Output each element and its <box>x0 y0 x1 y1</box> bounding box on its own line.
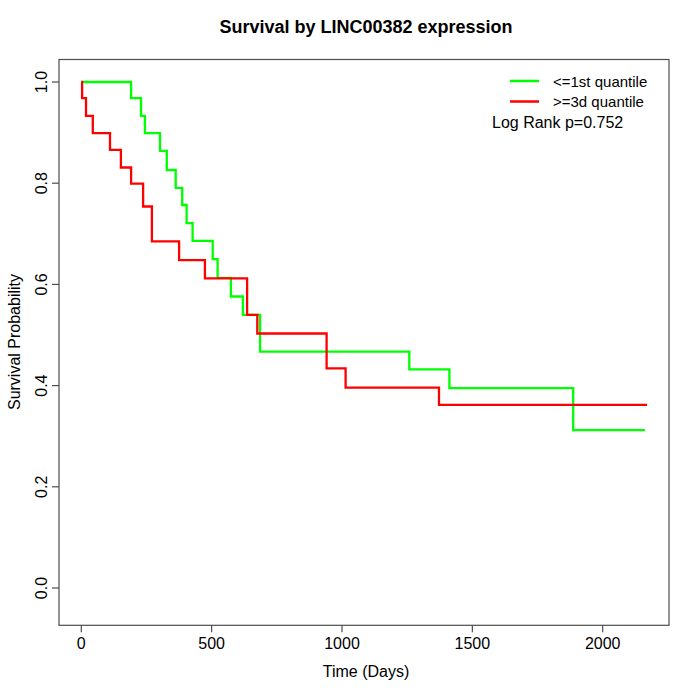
x-axis: 0 500 1000 1500 2000 <box>77 625 621 651</box>
x-axis-label: Time (Days) <box>323 663 410 680</box>
x-tick-label: 1500 <box>455 635 491 652</box>
y-tick-label: 1.0 <box>33 71 50 93</box>
x-tick-label: 500 <box>198 635 225 652</box>
plot-frame <box>59 60 669 626</box>
x-tick-label: 1000 <box>324 635 360 652</box>
y-tick-label: 0.2 <box>33 476 50 498</box>
x-tick-label: 2000 <box>585 635 621 652</box>
x-tick-label: 0 <box>77 635 86 652</box>
km-survival-chart: Survival by LINC00382 expression 0 500 100… <box>0 0 700 700</box>
y-tick-label: 0.8 <box>33 172 50 194</box>
y-tick-label: 0.0 <box>33 577 50 599</box>
legend-label-green: <=1st quantile <box>553 73 647 90</box>
y-axis-label: Survival Probability <box>6 274 23 410</box>
log-rank-annotation: Log Rank p=0.752 <box>492 114 623 131</box>
y-tick-label: 0.4 <box>33 374 50 396</box>
y-axis: 0.0 0.2 0.4 0.6 0.8 1.0 <box>33 71 59 599</box>
y-tick-label: 0.6 <box>33 273 50 295</box>
green-survival-curve <box>81 82 645 430</box>
legend: <=1st quantile >=3d quantile Log Rank p=… <box>492 73 647 132</box>
legend-label-red: >=3d quantile <box>553 93 644 110</box>
chart-title: Survival by LINC00382 expression <box>219 17 512 37</box>
